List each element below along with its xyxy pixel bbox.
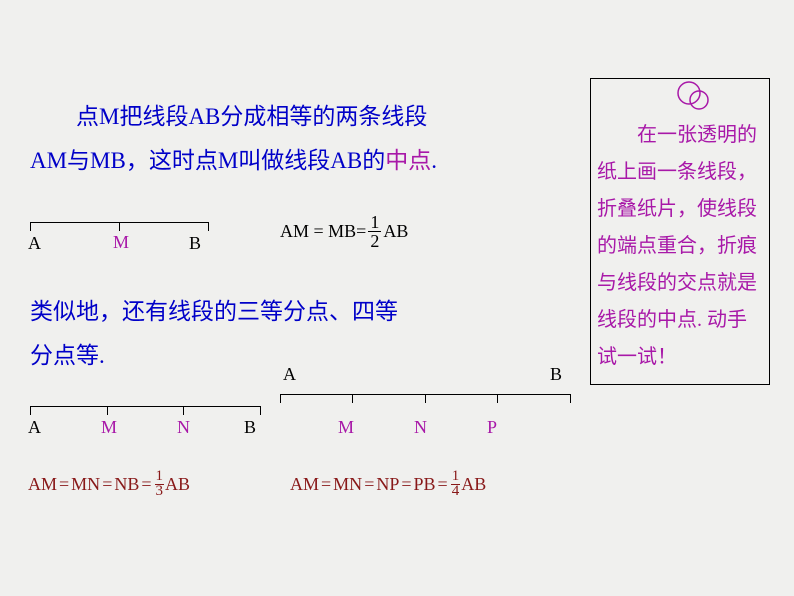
seg1-label-b: B: [189, 233, 201, 254]
seg3-label-p: P: [487, 417, 497, 438]
equation-third: AM = MN = NB = 1 3 AB: [28, 470, 190, 498]
p1-line-a: 点M把线段AB分成相等的两条线段: [30, 104, 427, 129]
eq1-right: AB: [383, 221, 408, 242]
p1-midpoint: 中点: [385, 148, 431, 173]
equation-midpoint: AM = MB= 1 2 AB: [280, 213, 408, 250]
seg3-tick-m: [352, 394, 353, 403]
seg3-label-a-top: A: [283, 364, 296, 385]
seg2-tick-b: [260, 406, 261, 415]
seg3-tick-b: [570, 394, 571, 403]
seg3-tick-n: [425, 394, 426, 403]
seg2-label-b: B: [244, 417, 256, 438]
seg1-label-m: M: [113, 232, 129, 253]
paragraph-2: 类似地，还有线段的三等分点、四等 分点等.: [30, 290, 570, 377]
eq2-frac: 1 3: [155, 470, 165, 498]
seg2-tick-a: [30, 406, 31, 415]
eq1-left: AM = MB=: [280, 221, 366, 242]
p2-b: 分点等.: [30, 343, 105, 368]
seg3-tick-p: [497, 394, 498, 403]
seg1-tick-a: [30, 222, 31, 231]
seg2-tick-n: [183, 406, 184, 415]
seg1-label-a: A: [28, 233, 41, 254]
p2-a: 类似地，还有线段的三等分点、四等: [30, 299, 398, 324]
seg2-tick-m: [107, 406, 108, 415]
seg3-tick-a: [280, 394, 281, 403]
equation-quarter: AM = MN = NP = PB = 1 4 AB: [290, 470, 486, 498]
eq1-frac: 1 2: [368, 213, 381, 250]
seg2-label-n: N: [177, 417, 190, 438]
sidebar-box: 在一张透明的纸上画一条线段，折叠纸片，使线段的端点重合，折痕与线段的交点就是线段…: [590, 78, 770, 385]
paragraph-1: 点M把线段AB分成相等的两条线段 AM与MB，这时点M叫做线段AB的中点.: [30, 95, 570, 182]
seg1-tick-b: [208, 222, 209, 231]
seg2-label-a: A: [28, 417, 41, 438]
segment-amnb-line: [30, 406, 260, 407]
sidebar-text-1: 在一张透明的纸上画一条线段，折叠纸片，使线段的端点重合，折痕与线段的交点就是线段…: [597, 124, 757, 331]
seg3-label-n: N: [414, 417, 427, 438]
sidebar-circles: [675, 81, 715, 128]
eq3-frac: 1 4: [451, 470, 461, 498]
seg1-tick-m: [119, 222, 120, 231]
seg3-label-b-top: B: [550, 364, 562, 385]
seg2-label-m: M: [101, 417, 117, 438]
p1-dot: .: [431, 148, 437, 173]
seg3-label-m: M: [338, 417, 354, 438]
p1-line-b: AM与MB，这时点M叫做线段AB的: [30, 148, 385, 173]
